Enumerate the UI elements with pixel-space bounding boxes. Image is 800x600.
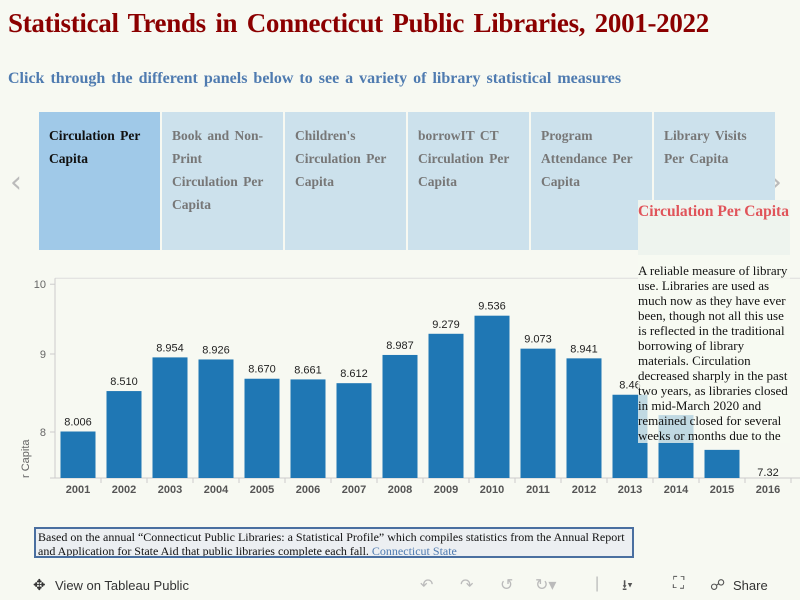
tooltip-title: Circulation Per Capita — [638, 200, 790, 255]
x-tick-label-2013: 2013 — [618, 484, 642, 495]
data-label-2003: 8.954 — [156, 342, 184, 354]
tooltip-body: A reliable measure of library use. Libra… — [638, 255, 790, 443]
x-tick-label-2005: 2005 — [250, 484, 274, 495]
description-tooltip: Circulation Per Capita A reliable measur… — [638, 200, 790, 455]
download-icon[interactable]: ⭳▾ — [622, 577, 633, 594]
source-note: Based on the annual “Connecticut Public … — [34, 527, 634, 558]
bar-2011 — [520, 348, 556, 478]
source-link[interactable]: Connecticut State — [371, 544, 457, 558]
x-tick-label-2002: 2002 — [112, 484, 136, 495]
refresh-icon[interactable]: ↻▾ — [535, 577, 557, 594]
page-subtitle: Click through the different panels below… — [8, 70, 622, 87]
data-label-2016: 7.32 — [757, 467, 778, 479]
x-tick-label-2003: 2003 — [158, 484, 182, 495]
x-tick-label-2011: 2011 — [526, 484, 550, 495]
data-label-2013: 8.46 — [619, 380, 640, 392]
bar-2005 — [244, 378, 280, 478]
share-icon[interactable]: ☍ — [710, 577, 726, 594]
x-tick-label-2007: 2007 — [342, 484, 366, 495]
x-tick-label-2015: 2015 — [710, 484, 734, 495]
data-label-2008: 8.987 — [386, 340, 414, 352]
divider: | — [595, 575, 600, 592]
fullscreen-icon[interactable]: ⛶ — [673, 575, 685, 592]
x-tick-label-2016: 2016 — [756, 484, 780, 495]
bar-2008 — [382, 354, 418, 478]
y-tick-label: 8 — [40, 427, 46, 439]
tableau-toolbar: ✥ View on Tableau Public ↶ ↷ ↺ ↻▾ | ⭳▾ ⛶… — [0, 572, 800, 600]
y-axis-label: r Capita — [20, 439, 32, 478]
revert-icon[interactable]: ↺ — [500, 577, 514, 594]
data-label-2006: 8.661 — [294, 364, 322, 376]
data-label-2012: 8.941 — [570, 343, 598, 355]
y-tick-label: 10 — [34, 279, 46, 291]
bar-chart: 8 9 10 r Capita 8.006 2001 8.510 2002 8.954 2003 8… — [20, 277, 800, 495]
bar-2015 — [704, 449, 740, 478]
x-tick-label-2012: 2012 — [572, 484, 596, 495]
bar-2003 — [152, 357, 188, 478]
y-tick-label: 9 — [40, 349, 46, 361]
undo-icon[interactable]: ↶ — [420, 577, 434, 594]
bar-2009 — [428, 333, 464, 478]
x-tick-label-2014: 2014 — [664, 484, 689, 495]
x-tick-label-2010: 2010 — [480, 484, 504, 495]
data-label-2004: 8.926 — [202, 344, 230, 356]
x-tick-label-2006: 2006 — [296, 484, 320, 495]
tableau-logo-icon[interactable]: ✥ — [33, 577, 46, 594]
bar-2006 — [290, 379, 326, 478]
x-tick-label-2001: 2001 — [66, 484, 90, 495]
bar-2004 — [198, 359, 234, 478]
tab-children-s-circulation-per-capita[interactable]: Children's Circulation Per Capita — [285, 112, 406, 250]
tab-borrowit-ct-circulation-per-capita[interactable]: borrowIT CT Circulation Per Capita — [408, 112, 529, 250]
view-on-tableau-button[interactable]: View on Tableau Public — [55, 578, 189, 593]
page-title: Statistical Trends in Connecticut Public… — [8, 8, 709, 38]
data-label-2009: 9.279 — [432, 319, 460, 331]
data-label-2005: 8.670 — [248, 364, 276, 376]
x-tick-label-2009: 2009 — [434, 484, 458, 495]
data-label-2001: 8.006 — [64, 417, 92, 429]
share-button[interactable]: Share — [733, 578, 768, 593]
tab-program-attendance-per-capita[interactable]: Program Attendance Per Capita — [531, 112, 652, 250]
bar-2002 — [106, 391, 142, 478]
bar-2012 — [566, 358, 602, 478]
bar-2001 — [60, 431, 96, 478]
data-label-2010: 9.536 — [478, 301, 506, 313]
chevron-left-icon[interactable]: ‹ — [10, 165, 22, 200]
data-label-2002: 8.510 — [110, 376, 138, 388]
bar-2010 — [474, 315, 510, 478]
data-label-2011: 9.073 — [524, 334, 552, 346]
x-tick-label-2004: 2004 — [204, 484, 229, 495]
data-label-2007: 8.612 — [340, 368, 368, 380]
tab-book-and-non-print-circulation-per-capita[interactable]: Book and Non-Print Circulation Per Capit… — [162, 112, 283, 250]
source-text: Based on the annual “Connecticut Public … — [38, 530, 625, 558]
bar-2007 — [336, 383, 372, 478]
tab-circulation-per-capita[interactable]: Circulation Per Capita — [39, 112, 160, 250]
redo-icon[interactable]: ↷ — [460, 577, 474, 594]
x-tick-label-2008: 2008 — [388, 484, 412, 495]
